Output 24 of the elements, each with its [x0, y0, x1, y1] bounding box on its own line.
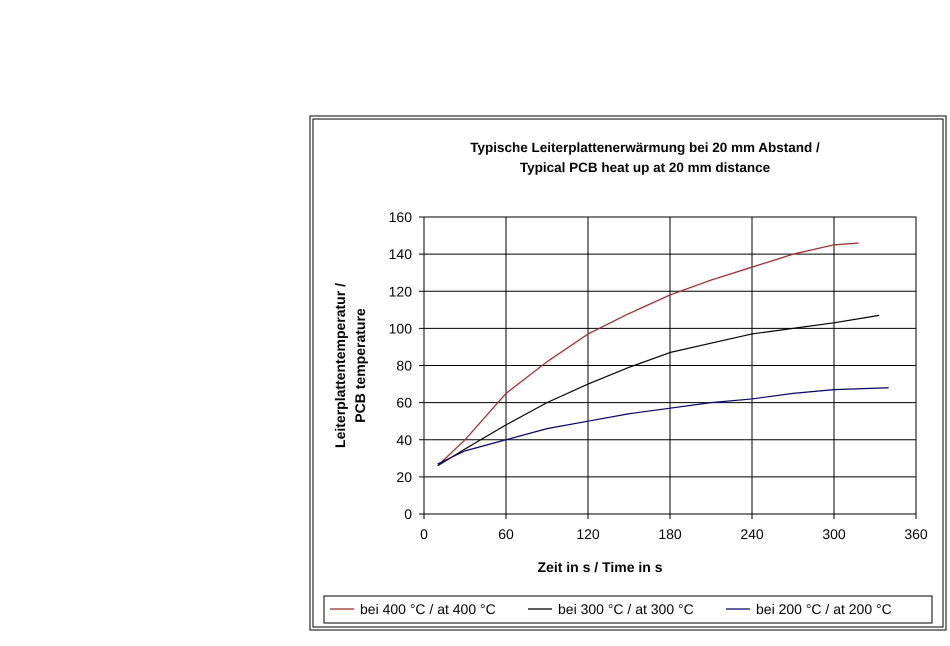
- x-tick-label: 240: [740, 526, 764, 542]
- legend-label: bei 200 °C / at 200 °C: [756, 601, 892, 617]
- chart-title: Typische Leiterplattenerwärmung bei 20 mm Abstand / Typical PCB heat up at 20 mm distance: [470, 140, 820, 175]
- legend-label: bei 300 °C / at 300 °C: [558, 601, 694, 617]
- x-tick-label: 0: [420, 526, 428, 542]
- x-tick-label: 180: [658, 526, 682, 542]
- y-tick-label: 0: [404, 506, 412, 522]
- y-axis-title: Leiterplattentemperatur / PCB temperature: [332, 282, 368, 448]
- x-tick-label: 60: [498, 526, 514, 542]
- y-tick-label: 60: [396, 394, 412, 411]
- y-tick-label: 40: [396, 432, 412, 448]
- y-tick-label: 120: [388, 283, 412, 300]
- y-tick-label: 160: [388, 209, 412, 225]
- y-tick-label: 80: [396, 358, 412, 374]
- x-axis-title: Zeit in s / Time in s: [538, 559, 663, 575]
- line-series: [437, 387, 890, 464]
- line-series: [437, 242, 860, 466]
- x-tick-label: 120: [576, 526, 600, 542]
- x-tick-label: 300: [822, 526, 846, 542]
- legend-label: bei 400 °C / at 400 °C: [360, 601, 496, 617]
- x-tick-label: 360: [904, 526, 928, 542]
- y-tick-label: 100: [388, 320, 412, 336]
- y-tick-label: 20: [396, 468, 412, 485]
- y-tick-label: 140: [388, 246, 412, 262]
